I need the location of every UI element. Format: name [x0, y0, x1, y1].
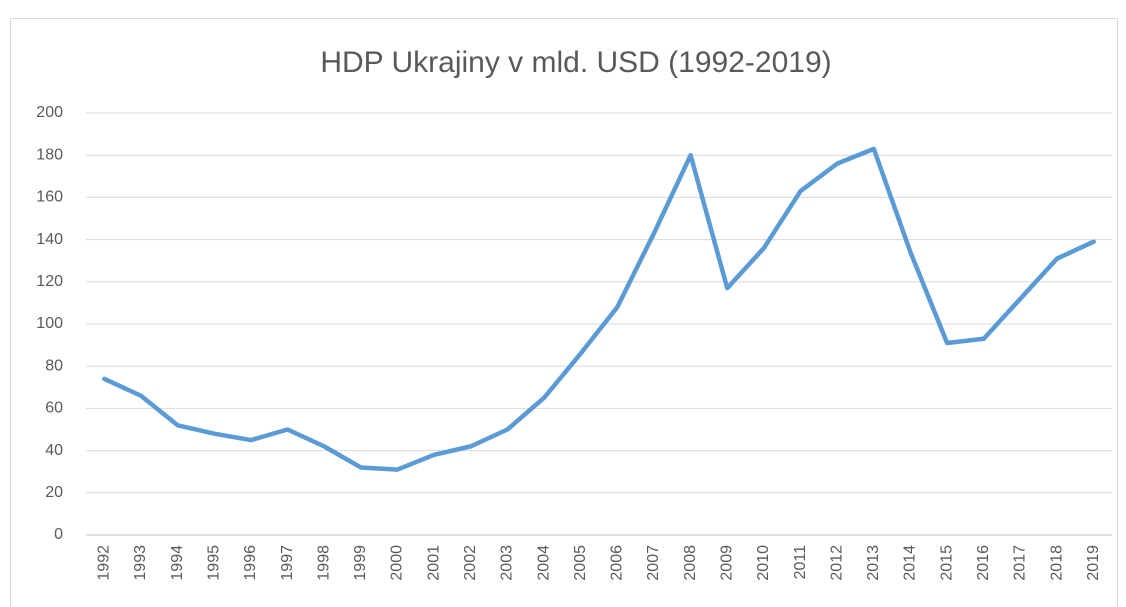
x-tick-label: 2001 [425, 545, 442, 581]
x-tick-label: 2016 [975, 545, 992, 581]
x-tick-label: 1993 [132, 545, 149, 581]
x-tick-label: 1996 [242, 545, 259, 581]
x-tick-label: 2005 [572, 545, 589, 581]
x-tick-label: 2009 [718, 545, 735, 581]
chart-title: HDP Ukrajiny v mld. USD (1992-2019) [320, 46, 831, 79]
x-tick-label: 2019 [1085, 545, 1102, 581]
x-tick-label: 2017 [1012, 545, 1029, 581]
x-tick-label: 2012 [828, 545, 845, 581]
x-tick-label: 1995 [205, 545, 222, 581]
y-tick-label: 140 [36, 231, 63, 248]
x-tick-label: 2003 [499, 545, 516, 581]
x-tick-label: 2007 [645, 545, 662, 581]
x-tick-label: 2013 [865, 545, 882, 581]
x-tick-label: 2011 [792, 545, 809, 580]
data-line [102, 146, 1096, 472]
x-tick-label: 2004 [535, 545, 552, 581]
x-tick-label: 2010 [755, 545, 772, 581]
x-tick-label: 1998 [315, 545, 332, 581]
y-tick-label: 60 [45, 400, 63, 417]
x-tick-label: 1994 [169, 545, 186, 581]
y-tick-label: 80 [45, 357, 63, 374]
y-tick-label: 0 [54, 526, 63, 543]
x-tick-label: 2008 [682, 545, 699, 581]
y-tick-label: 40 [45, 442, 63, 459]
y-tick-label: 160 [36, 189, 63, 206]
x-tick-label: 2006 [609, 545, 626, 581]
x-tick-label: 2002 [462, 545, 479, 581]
x-tick-label: 1992 [96, 545, 113, 581]
y-tick-label: 200 [36, 104, 63, 121]
x-tick-label: 1997 [279, 545, 296, 581]
x-tick-label: 2018 [1048, 545, 1065, 581]
y-tick-label: 120 [36, 273, 63, 290]
y-tick-label: 180 [36, 146, 63, 163]
y-tick-label: 100 [36, 315, 63, 332]
x-tick-label: 2000 [389, 545, 406, 581]
x-tick-label: 2014 [902, 545, 919, 581]
y-tick-label: 20 [45, 484, 63, 501]
x-tick-label: 1999 [352, 545, 369, 581]
chart-border [10, 18, 1118, 607]
x-tick-label: 2015 [938, 545, 955, 581]
